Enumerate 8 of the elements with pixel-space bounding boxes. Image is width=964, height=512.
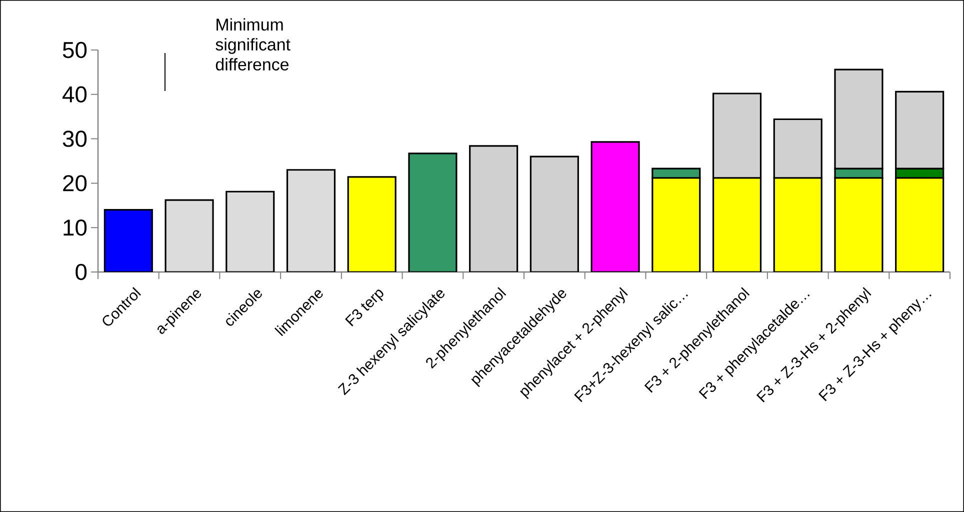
- y-tick-label: 50: [62, 42, 87, 58]
- annotation: Minimum significant difference: [216, 18, 290, 70]
- y-tick-label: 30: [62, 130, 87, 147]
- x-tick-label: F3 terp: [345, 290, 384, 326]
- y-tick-label: 40: [62, 86, 87, 103]
- y-tick-label: 20: [63, 175, 87, 192]
- y-tick-label: 10: [64, 219, 87, 236]
- y-tick-label: 0: [76, 264, 87, 280]
